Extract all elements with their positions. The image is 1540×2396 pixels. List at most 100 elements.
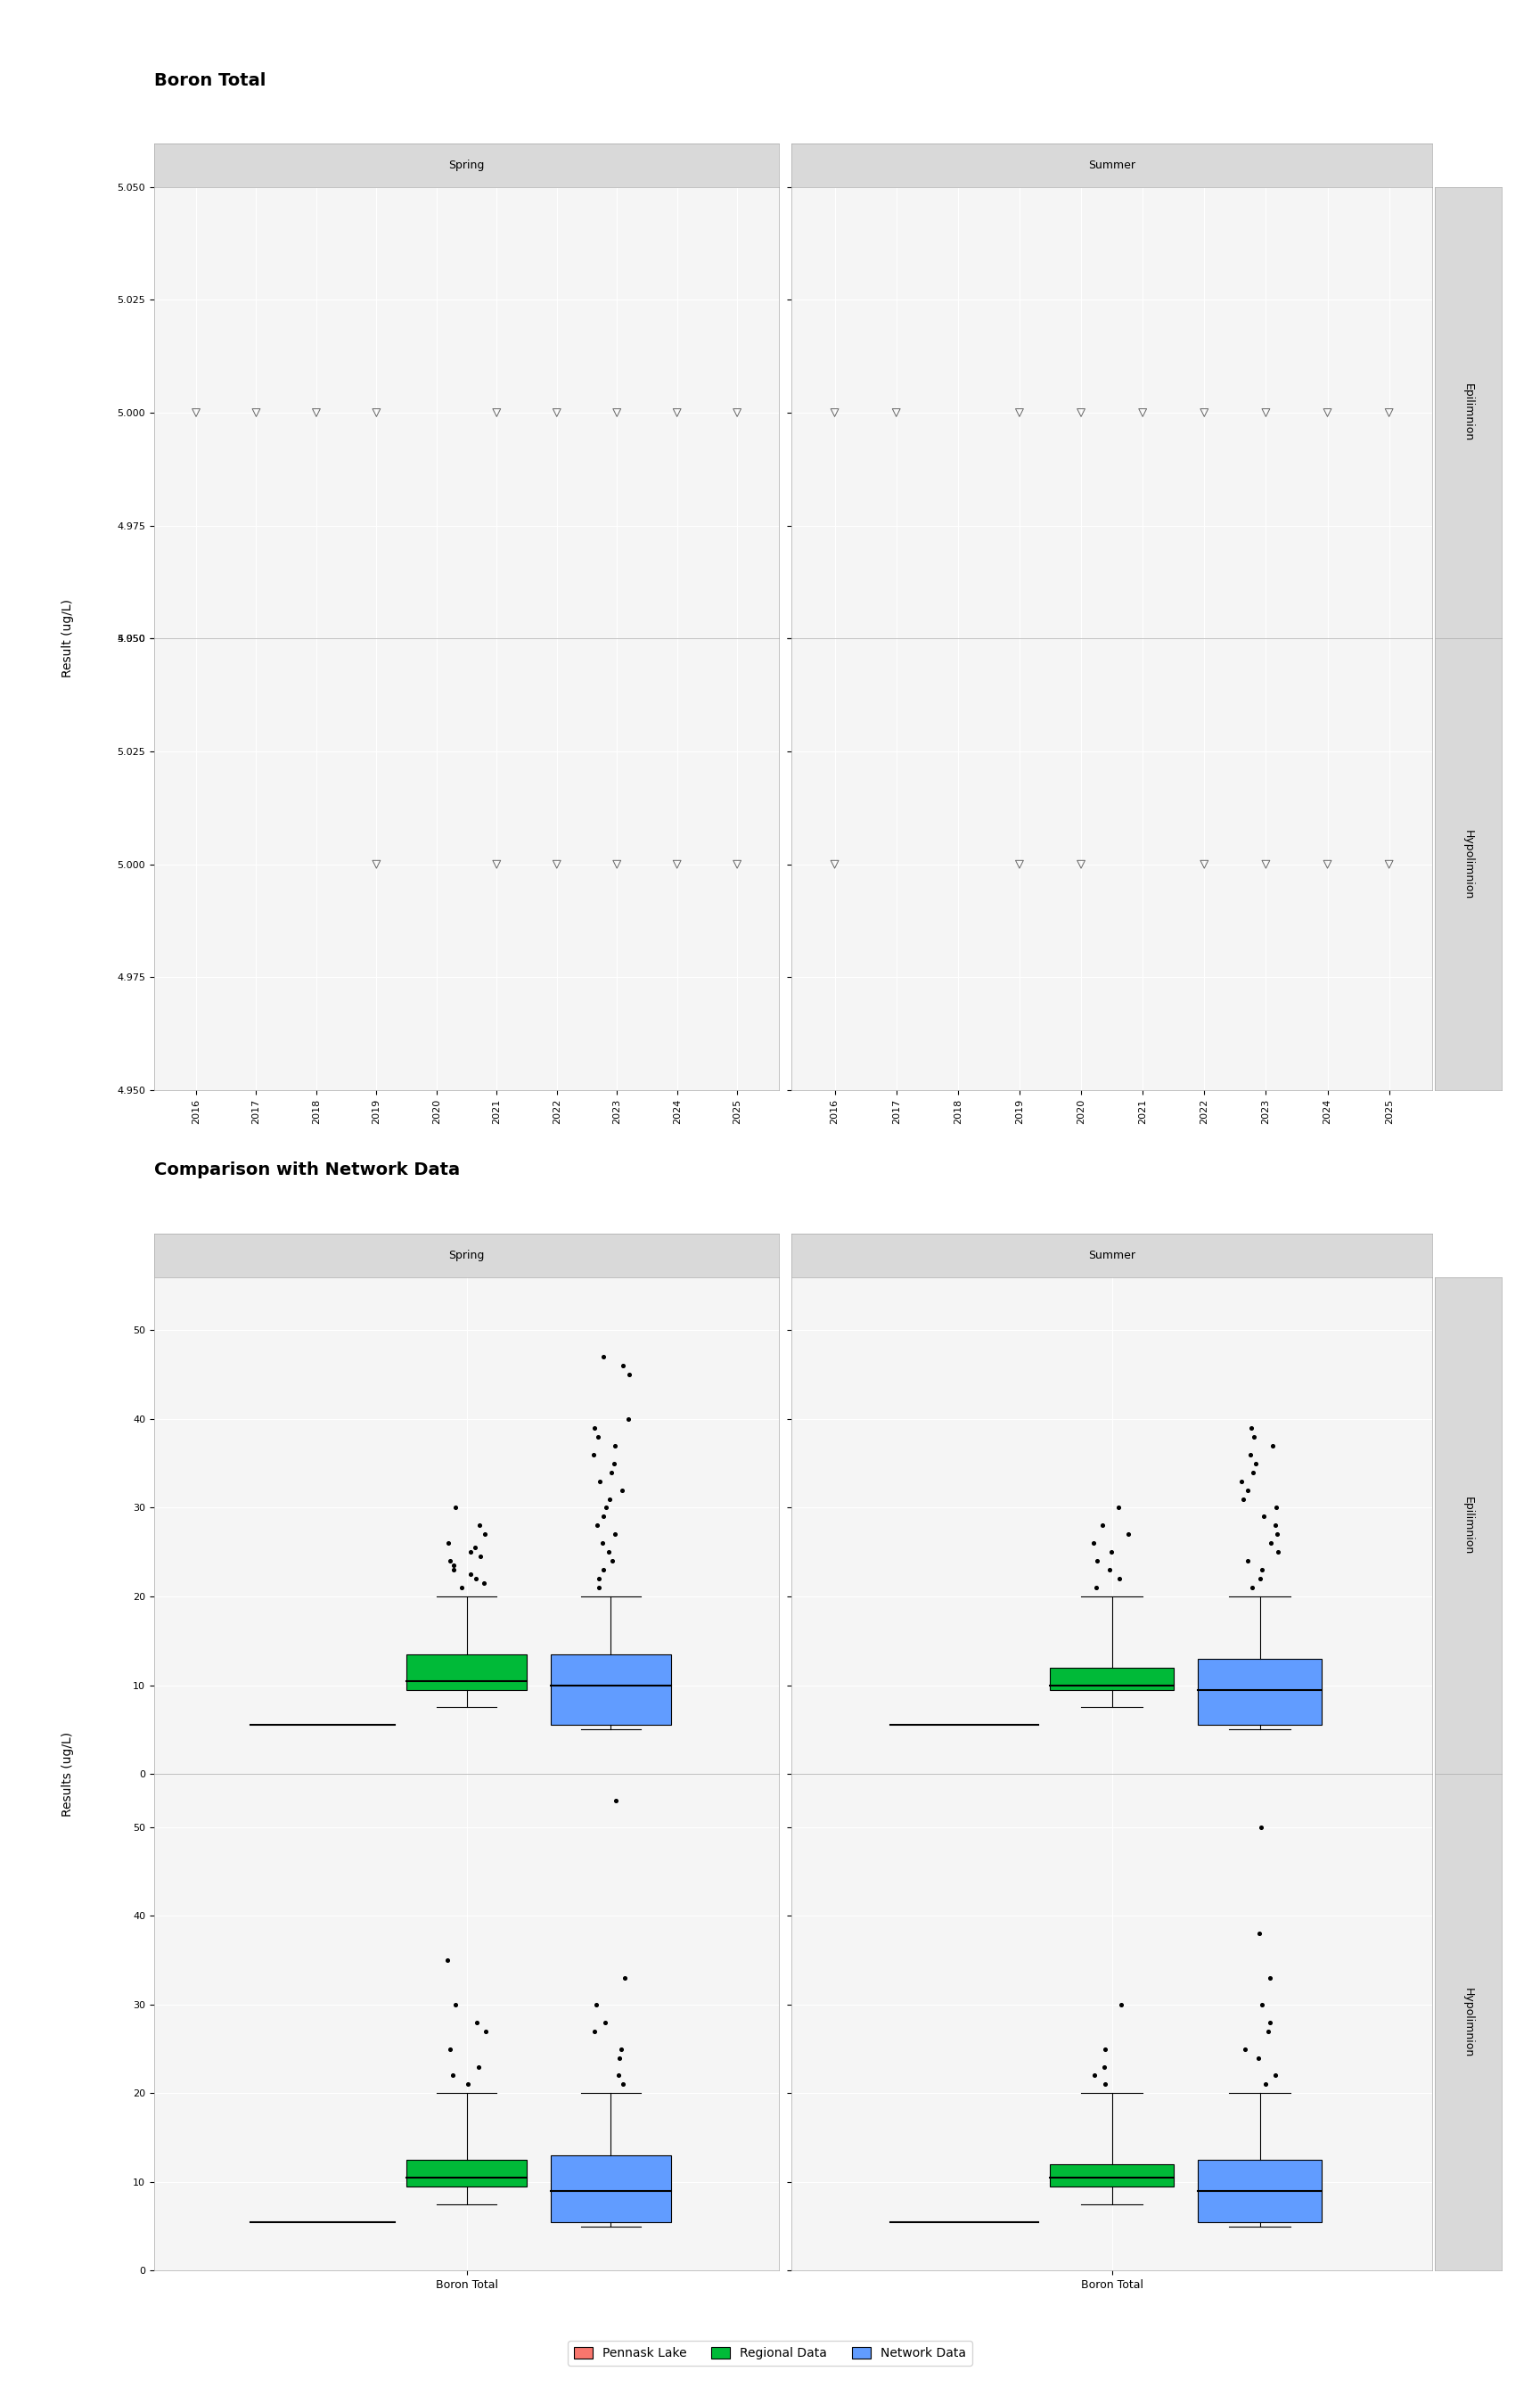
Point xyxy=(485,393,510,431)
Point xyxy=(1255,2013,1280,2051)
Point xyxy=(1069,393,1093,431)
Point xyxy=(608,2029,633,2068)
Point xyxy=(465,2003,490,2041)
Point xyxy=(599,1452,624,1490)
Point xyxy=(1081,1524,1106,1562)
Point xyxy=(607,2039,631,2077)
Point xyxy=(467,1507,491,1545)
Point xyxy=(610,1471,634,1509)
Point xyxy=(1238,1435,1263,1474)
Bar xyxy=(551,1653,671,1725)
Point xyxy=(1263,1507,1287,1545)
Point xyxy=(464,1560,488,1598)
Point xyxy=(665,846,690,884)
Point xyxy=(440,1550,465,1589)
Point xyxy=(450,1569,474,1608)
Point xyxy=(456,2065,480,2104)
Point xyxy=(1007,846,1032,884)
Point xyxy=(473,2013,497,2051)
Bar xyxy=(407,2159,527,2188)
Point xyxy=(884,393,909,431)
Point xyxy=(1238,1409,1263,1447)
Point xyxy=(1096,1550,1121,1589)
Point xyxy=(587,1462,611,1500)
Point xyxy=(1106,1488,1130,1526)
Text: Spring: Spring xyxy=(448,161,485,170)
Point xyxy=(1249,1560,1274,1598)
Point xyxy=(581,1435,605,1474)
Point xyxy=(602,1445,627,1483)
Text: Hypolimnion: Hypolimnion xyxy=(1463,829,1474,898)
Point xyxy=(440,1545,465,1584)
Point xyxy=(468,1538,493,1577)
Point xyxy=(1092,2049,1117,2087)
Point xyxy=(591,1337,616,1375)
Point xyxy=(1315,846,1340,884)
Point xyxy=(1246,2039,1270,2077)
Point xyxy=(1232,2029,1257,2068)
Point xyxy=(582,1409,607,1447)
Point xyxy=(591,1550,616,1589)
Bar xyxy=(407,1653,527,1689)
Point xyxy=(444,1488,468,1526)
Point xyxy=(1258,2003,1283,2041)
Point xyxy=(665,393,690,431)
Bar xyxy=(1198,2159,1321,2221)
Point xyxy=(616,1399,641,1438)
Point xyxy=(1093,2029,1118,2068)
Point xyxy=(363,393,388,431)
Point xyxy=(1100,1533,1124,1572)
Bar xyxy=(1050,2164,1173,2188)
Bar xyxy=(551,2156,671,2221)
Point xyxy=(437,2029,462,2068)
Point xyxy=(1130,393,1155,431)
Text: Results (ug/L): Results (ug/L) xyxy=(62,1732,74,1816)
Point xyxy=(467,2049,491,2087)
Point xyxy=(1192,846,1217,884)
Point xyxy=(587,1560,611,1598)
Point xyxy=(1254,846,1278,884)
Y-axis label: Epilimnion: Epilimnion xyxy=(1448,1498,1458,1555)
Point xyxy=(183,393,208,431)
Point xyxy=(596,1533,621,1572)
Point xyxy=(613,1960,638,1998)
Point xyxy=(1377,846,1401,884)
Point xyxy=(582,2013,607,2051)
Point xyxy=(587,1569,611,1608)
Point xyxy=(1258,1524,1283,1562)
Point xyxy=(1241,1452,1266,1490)
Point xyxy=(1235,1471,1260,1509)
Point xyxy=(593,2003,618,2041)
Y-axis label: Epilimnion: Epilimnion xyxy=(1448,383,1458,441)
Text: Boron Total: Boron Total xyxy=(154,72,266,89)
Point xyxy=(303,393,328,431)
Point xyxy=(1093,2065,1118,2104)
Point xyxy=(604,1780,628,1819)
Point xyxy=(1254,393,1278,431)
Point xyxy=(1069,846,1093,884)
Point xyxy=(440,2056,465,2094)
Point xyxy=(243,393,268,431)
Point xyxy=(616,1356,641,1394)
Point xyxy=(1235,1541,1260,1579)
Text: Epilimnion: Epilimnion xyxy=(1463,383,1474,441)
Point xyxy=(1230,1481,1255,1519)
Text: Summer: Summer xyxy=(1089,161,1135,170)
Text: Summer: Summer xyxy=(1089,1251,1135,1260)
Point xyxy=(1264,1488,1289,1526)
Point xyxy=(1090,1507,1115,1545)
Point xyxy=(590,1524,614,1562)
Point xyxy=(471,1565,496,1603)
Text: Hypolimnion: Hypolimnion xyxy=(1463,1986,1474,2058)
Point xyxy=(1109,1986,1133,2025)
Point xyxy=(822,393,847,431)
Point xyxy=(605,846,630,884)
Point xyxy=(1249,1809,1274,1847)
Point xyxy=(363,846,388,884)
Point xyxy=(1107,1560,1132,1598)
Point xyxy=(1084,1569,1109,1608)
Point xyxy=(485,846,510,884)
Y-axis label: Hypolimnion: Hypolimnion xyxy=(1448,829,1458,898)
Point xyxy=(585,1507,610,1545)
Text: Epilimnion: Epilimnion xyxy=(1463,1498,1474,1555)
